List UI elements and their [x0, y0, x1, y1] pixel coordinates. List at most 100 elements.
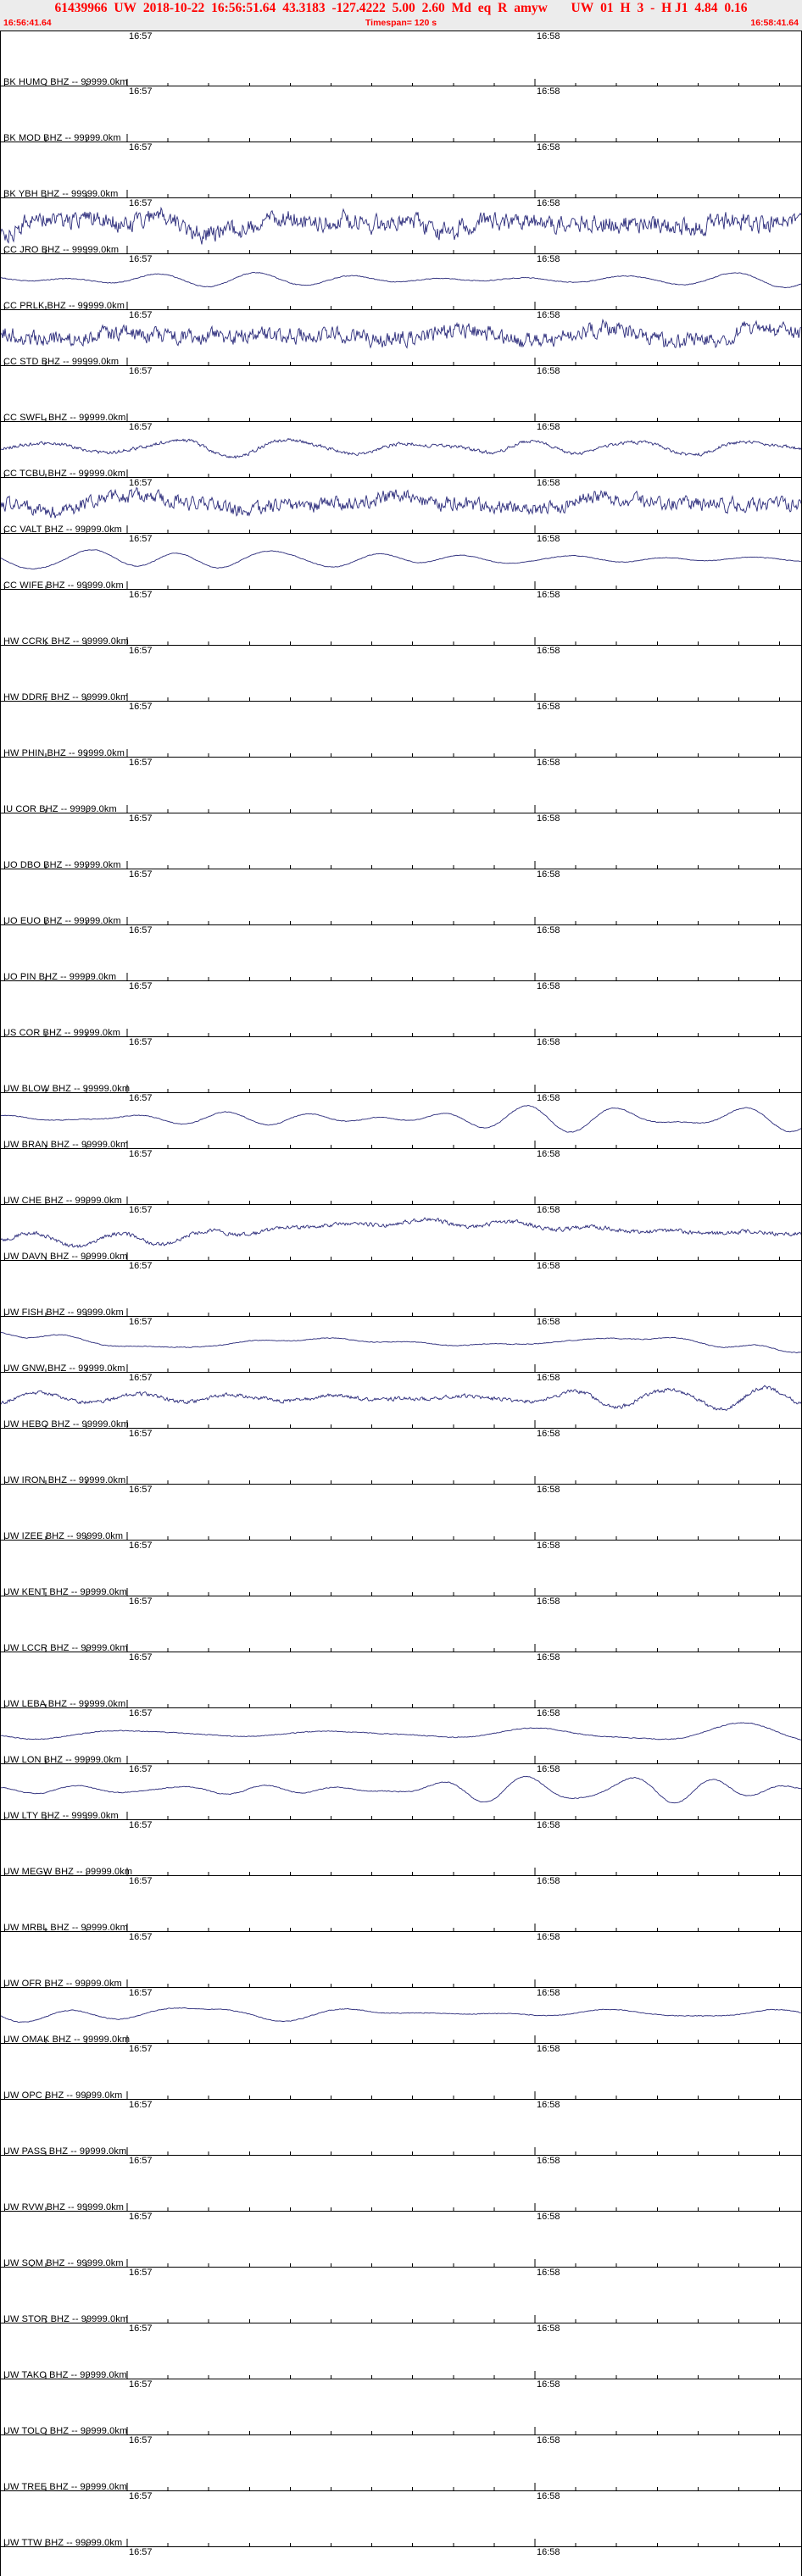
time-axis [4, 805, 781, 813]
axis-tick-label-2: 16:58 [537, 422, 560, 432]
trace-station-label: CC TCBU BHZ -- 99999.0km [3, 469, 126, 478]
trace-station-label: UW TAKO BHZ -- 99999.0km [3, 2370, 127, 2379]
trace-row[interactable]: 16:57 16:58 UW MEGW BHZ -- 99999.0km [0, 1820, 802, 1876]
trace-row[interactable]: 16:57 16:58 UO DBO BHZ -- 99999.0km [0, 813, 802, 869]
trace-row[interactable]: 16:57 16:58 CC JRO BHZ -- 99999.0km [0, 198, 802, 254]
trace-row[interactable]: 16:57 16:58 UW BRAN BHZ -- 99999.0km [0, 1093, 802, 1149]
time-axis [4, 2315, 781, 2323]
trace-row[interactable]: 16:57 16:58 UW LEBA BHZ -- 99999.0km [0, 1652, 802, 1708]
trace-row[interactable]: 16:57 16:58 UW RVW BHZ -- 99999.0km [0, 2156, 802, 2212]
trace-row[interactable]: 16:57 16:58 HW PHIN BHZ -- 99999.0km [0, 702, 802, 758]
trace-row[interactable]: 16:57 16:58 US COR BHZ -- 99999.0km [0, 981, 802, 1037]
trace-row[interactable]: 16:57 16:58 CC TCBU BHZ -- 99999.0km [0, 422, 802, 478]
axis-tick-label-1: 16:57 [129, 2156, 153, 2166]
trace-station-label: UW DAVN BHZ -- 99999.0km [3, 1252, 128, 1261]
axis-tick-label-2: 16:58 [537, 254, 560, 264]
trace-row[interactable]: 16:57 16:58 UW FISH BHZ -- 99999.0km [0, 1261, 802, 1317]
time-axis [4, 2483, 781, 2490]
trace-row[interactable]: 16:57 16:58 UW PASS BHZ -- 99999.0km [0, 2100, 802, 2156]
trace-row[interactable]: 16:57 16:58 UW OFR BHZ -- 99999.0km [0, 1932, 802, 1988]
frame-left-border [0, 31, 1, 2576]
window-start-time: 16:56:41.64 [3, 18, 52, 28]
trace-row[interactable]: 16:57 16:58 UW TTW BHZ -- 99999.0km [0, 2491, 802, 2547]
trace-row[interactable]: 16:57 16:58 UW HEBO BHZ -- 99999.0km [0, 1373, 802, 1429]
trace-row[interactable]: 16:57 16:58 UO EUO BHZ -- 99999.0km [0, 869, 802, 925]
time-axis [4, 2427, 781, 2434]
axis-tick-label-2: 16:58 [537, 1317, 560, 1327]
trace-row[interactable]: 16:57 16:58 CC SWFL BHZ -- 99999.0km [0, 366, 802, 422]
axis-tick-label-2: 16:58 [537, 1429, 560, 1439]
axis-tick-label-1: 16:57 [129, 1876, 153, 1886]
waveform [0, 318, 802, 349]
trace-station-label: UO EUO BHZ -- 99999.0km [3, 916, 121, 925]
axis-tick-label-1: 16:57 [129, 142, 153, 153]
trace-row[interactable]: 16:57 16:58 CC PRLK BHZ -- 99999.0km [0, 254, 802, 310]
axis-tick-label-2: 16:58 [537, 86, 560, 97]
trace-station-label: UW TREE BHZ -- 99999.0km [3, 2482, 127, 2491]
time-axis [4, 2539, 781, 2546]
trace-row[interactable]: 16:57 16:58 UW STOR BHZ -- 99999.0km [0, 2268, 802, 2323]
trace-row[interactable]: 16:57 16:58 UW TAKO BHZ -- 99999.0km [0, 2323, 802, 2379]
axis-tick-label-1: 16:57 [129, 1932, 153, 1942]
trace-row[interactable]: 16:57 16:58 UW BLOW BHZ -- 99999.0km [0, 1037, 802, 1093]
axis-tick-label-2: 16:58 [537, 2323, 560, 2334]
event-magnitude: 2.60 [421, 1, 445, 15]
trace-row[interactable]: 16:57 16:58 UW LON BHZ -- 99999.0km [0, 1708, 802, 1764]
trace-station-label: UW MEGW BHZ -- 99999.0km [3, 1867, 133, 1876]
time-axis [4, 2091, 781, 2099]
trace-station-label: HW PHIN BHZ -- 99999.0km [3, 748, 125, 758]
trace-row[interactable]: 16:57 16:58 UW IRON BHZ -- 99999.0km [0, 1429, 802, 1485]
trace-row[interactable]: 16:57 16:58 UW MRBL BHZ -- 99999.0km [0, 1876, 802, 1932]
trace-row[interactable]: 16:57 16:58 UW LTY BHZ -- 99999.0km [0, 1764, 802, 1820]
time-axis [4, 2035, 781, 2043]
trace-row[interactable]: 16:57 16:58 UO PIN BHZ -- 99999.0km [0, 925, 802, 981]
event-header-line: 61439966 UW 2018-10-22 16:56:51.64 43.31… [0, 1, 802, 16]
axis-tick-label-1: 16:57 [129, 925, 153, 935]
trace-station-label: IU COR BHZ -- 99999.0km [3, 804, 117, 813]
event-mag-type: Md [451, 1, 471, 15]
waveform [0, 1722, 802, 1740]
axis-tick-label-2: 16:58 [537, 1485, 560, 1495]
axis-tick-label-1: 16:57 [129, 254, 153, 264]
trace-row[interactable]: 16:57 16:58 HW CCRK BHZ -- 99999.0km [0, 590, 802, 646]
axis-tick-label-2: 16:58 [537, 2379, 560, 2390]
trace-row[interactable]: 16:57 16:58 UW CHE BHZ -- 99999.0km [0, 1149, 802, 1205]
trace-row[interactable]: 16:57 16:58 UW DAVN BHZ -- 99999.0km [0, 1205, 802, 1261]
event-rms: 4.84 [694, 1, 718, 15]
trace-row[interactable]: 16:57 16:58 BK MOD BHZ -- 99999.0km [0, 86, 802, 142]
trace-row[interactable]: 16:57 16:58 IU COR BHZ -- 99999.0km [0, 758, 802, 813]
trace-row[interactable]: 16:57 16:58 UW OMAK BHZ -- 99999.0km [0, 1988, 802, 2044]
time-axis [4, 2259, 781, 2267]
trace-row[interactable]: 16:57 16:58 CC WIFE BHZ -- 99999.0km [0, 534, 802, 590]
trace-row[interactable]: 16:57 16:58 UW TREE BHZ -- 99999.0km [0, 2435, 802, 2491]
axis-tick-label-1: 16:57 [129, 198, 153, 208]
trace-row[interactable]: 16:57 16:58 BK YBH BHZ -- 99999.0km [0, 142, 802, 198]
trace-row[interactable]: 16:57 16:58 BK HUMO BHZ -- 99999.0km [0, 31, 802, 86]
trace-list: 16:57 16:58 BK HUMO BHZ -- 99999.0km 16:57 1… [0, 31, 802, 2576]
event-depth: 5.00 [392, 1, 415, 15]
trace-row[interactable]: 16:57 16:58 UW LCCR BHZ -- 99999.0km [0, 1596, 802, 1652]
trace-row[interactable]: 16:57 16:58 UW TOLO BHZ -- 99999.0km [0, 2379, 802, 2435]
trace-row[interactable]: 16:57 16:58 UW KENT BHZ -- 99999.0km [0, 1541, 802, 1596]
trace-row[interactable]: 16:57 16:58 HW DDRF BHZ -- 99999.0km [0, 646, 802, 702]
axis-tick-label-2: 16:58 [537, 1093, 560, 1103]
time-axis [4, 1476, 781, 1484]
time-axis [4, 1196, 781, 1204]
trace-row[interactable]: 16:57 16:58 CC STD BHZ -- 99999.0km [0, 310, 802, 366]
trace-row[interactable]: 16:57 16:58 UW GNW BHZ -- 99999.0km [0, 1317, 802, 1373]
axis-tick-label-1: 16:57 [129, 2547, 153, 2557]
axis-tick-label-2: 16:58 [537, 478, 560, 488]
trace-row[interactable]: 16:57 16:58 UW SQM BHZ -- 99999.0km [0, 2212, 802, 2268]
trace-station-label: UO DBO BHZ -- 99999.0km [3, 860, 121, 869]
axis-tick-label-1: 16:57 [129, 1541, 153, 1551]
axis-tick-label-2: 16:58 [537, 31, 560, 42]
time-axis [4, 1588, 781, 1596]
trace-station-label: US COR BHZ -- 99999.0km [3, 1028, 121, 1037]
axis-tick-label-2: 16:58 [537, 2100, 560, 2110]
trace-row[interactable]: 16:57 16:58 UW IZEE BHZ -- 99999.0km [0, 1485, 802, 1541]
time-axis [4, 469, 781, 477]
trace-station-label: UW OFR BHZ -- 99999.0km [3, 1979, 122, 1988]
trace-row[interactable]: 16:57 16:58 UW OPC BHZ -- 99999.0km [0, 2044, 802, 2100]
trace-row[interactable]: 16:57 16:58 CC VALT BHZ -- 99999.0km [0, 478, 802, 534]
